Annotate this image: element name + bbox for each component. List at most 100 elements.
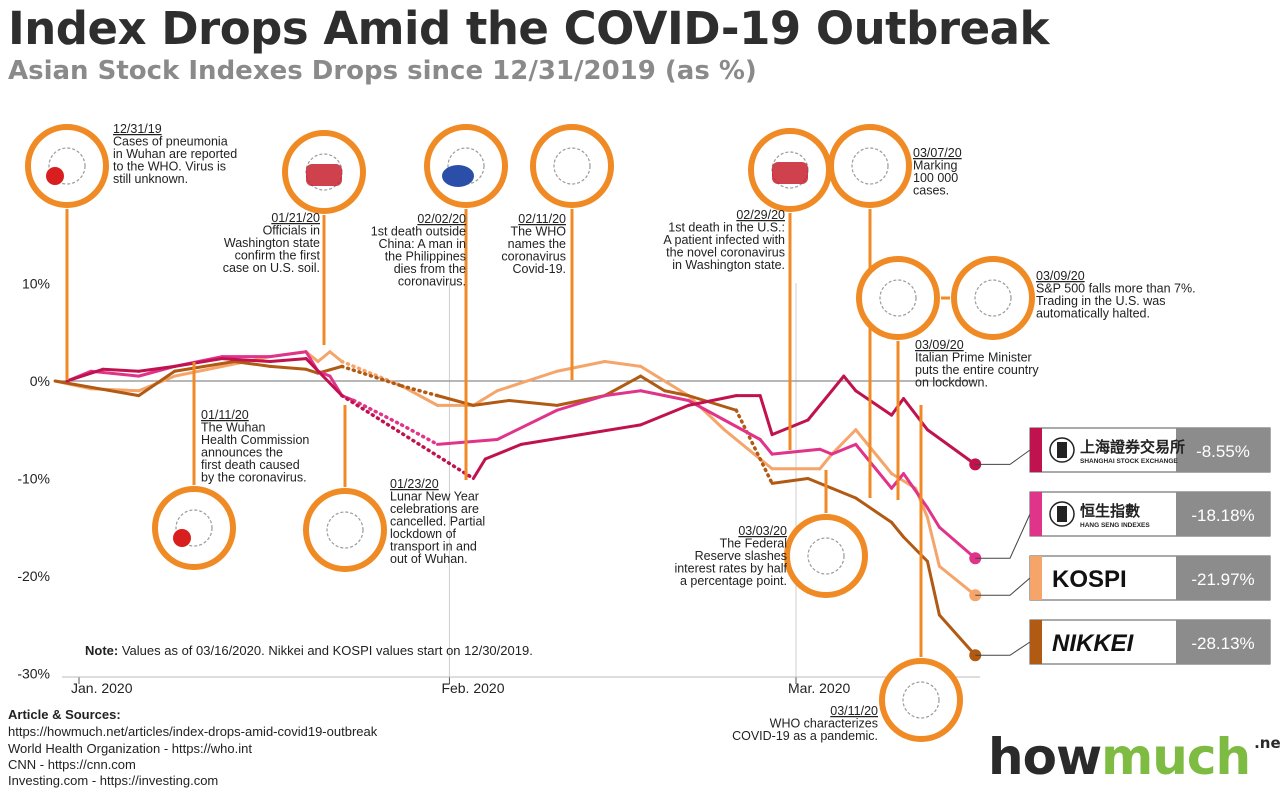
annotation-text: 03/03/20 The Federal Reserve slashes intere…	[674, 524, 787, 588]
event-annotation: 03/11/20 WHO characterizes COVID-19 as a p…	[732, 405, 963, 743]
series-line-segment	[173, 364, 224, 378]
series-line-segment	[639, 364, 690, 398]
event-annotation: 12/31/19 Cases of pneumonia in Wuhan are r…	[25, 122, 237, 380]
series-line-segment	[603, 389, 643, 398]
annotation-date: 12/31/19	[113, 122, 162, 136]
series-line-segment	[555, 394, 607, 412]
annotation-line: cancelled. Partial	[390, 515, 485, 529]
annotation-line: Italian Prime Minister	[915, 351, 1032, 365]
annotation-line: a percentage point.	[680, 574, 787, 588]
legend-value: -28.13%	[1191, 634, 1254, 653]
annotation-line: Lunar New Year	[390, 490, 479, 504]
series-line-segment	[770, 477, 810, 485]
annotation-line: coronavirus	[501, 250, 566, 264]
logo-much: much	[1101, 728, 1251, 786]
federal-reserve-icon-glyph	[807, 537, 845, 575]
annotation-line: Covid-19.	[513, 262, 567, 276]
annotation-line: transport in and	[390, 540, 477, 554]
series-line-segment	[830, 442, 858, 456]
legend-native-name: 恒生指數	[1080, 502, 1140, 520]
index-emblem-icon	[1049, 437, 1075, 463]
virus-cluster-icon	[828, 124, 912, 208]
annotation-line: cases.	[913, 184, 949, 198]
x-tick-label: Jan. 2020	[71, 680, 133, 696]
series-line-segment	[663, 389, 690, 398]
series-line-segment	[328, 350, 344, 363]
china-map-doctor-icon-flag-dot	[46, 167, 64, 185]
annotation-text: 02/11/20 The WHO names the coronavirus Covid…	[501, 212, 566, 276]
annotation-line: still unknown.	[113, 172, 188, 186]
series-line-segment	[340, 393, 476, 481]
event-annotation: 03/09/20 S&P 500 falls more than 7%. Tradi…	[941, 256, 1196, 340]
annotation-text: 02/29/20 1st death in the U.S.: A patient …	[663, 208, 785, 272]
annotation-line: to the WHO. Virus is	[113, 160, 226, 174]
series-line-segment	[399, 423, 440, 447]
legend-entry-hang-seng-indexes: -18.18% 恒生指數 HANG SENG INDEXES	[975, 491, 1271, 559]
series-line-segment	[925, 428, 977, 466]
annotation-date: 03/11/20	[830, 704, 878, 718]
annotation-text: 01/21/20 Officials in Washington state conf…	[223, 211, 321, 275]
series-line-segment	[830, 486, 858, 500]
annotation-line: coronavirus.	[398, 275, 466, 289]
series-line-segment	[663, 394, 690, 402]
source-line: Investing.com - https://investing.com	[8, 773, 219, 788]
annotation-line: the Philippines	[385, 250, 466, 264]
series-line-segment	[471, 399, 511, 407]
legend-name: NIKKEI	[1052, 630, 1135, 657]
annotation-line: out of Wuhan.	[390, 552, 468, 566]
legend-value-bg	[1176, 492, 1270, 536]
who-covid-icon	[530, 124, 614, 208]
annotation-date: 02/29/20	[736, 208, 785, 222]
event-annotation: 02/29/20 1st death in the U.S.: A patient …	[663, 128, 832, 450]
series-line-segment	[902, 535, 929, 563]
series-line-segment	[579, 423, 643, 437]
series-line-segment	[639, 374, 667, 393]
annotation-date: 03/07/20	[913, 146, 962, 160]
legend-value: -8.55%	[1196, 442, 1250, 461]
series-line-segment	[937, 525, 977, 560]
legend-value-bg	[1176, 620, 1270, 664]
series-line-segment	[925, 559, 941, 617]
series-line-segment	[758, 394, 774, 437]
series-line-segment	[220, 357, 272, 363]
annotation-text: 03/09/20 S&P 500 falls more than 7%. Tradi…	[1036, 269, 1196, 321]
annotation-line: first death caused	[201, 458, 300, 472]
legend-english-name: SHANGHAI STOCK EXCHANGE	[1080, 458, 1178, 465]
series-line-segment	[304, 367, 320, 375]
hubei-map-icon-flag-dot	[173, 529, 191, 547]
series-line-segment	[854, 442, 894, 490]
annotation-line: dies from the	[394, 262, 466, 276]
annotation-line: The WHO	[510, 225, 566, 239]
annotation-date: 03/03/20	[738, 524, 787, 538]
logo-net: .net	[1254, 734, 1280, 752]
legend-name: KOSPI	[1052, 566, 1127, 593]
series-line-segment	[937, 564, 977, 597]
federal-reserve-icon	[784, 514, 868, 598]
annotation-line: in Washington state.	[672, 258, 785, 272]
china-map-doctor-icon	[25, 124, 109, 208]
annotation-line: Washington state	[224, 236, 320, 250]
sp500-crash-icon-glyph	[974, 279, 1012, 317]
series-line-segment	[352, 398, 404, 427]
philippines-flag-icon-glyph	[447, 147, 485, 185]
annotation-line: Health Commission	[201, 433, 309, 447]
series-line-segment	[268, 350, 308, 359]
series-line-segment	[830, 428, 858, 456]
annotation-line: names the	[508, 237, 566, 251]
annotation-line: The Wuhan	[201, 421, 265, 435]
dragon-icon	[303, 488, 387, 572]
event-annotation: 03/07/20 Marking 100 000 cases.	[828, 124, 962, 498]
annotation-line: S&P 500 falls more than 7%.	[1036, 282, 1196, 296]
event-annotation: 02/02/20 1st death outside China: A man in…	[371, 124, 508, 480]
y-tick-label: -20%	[17, 568, 50, 584]
series-line-segment	[519, 433, 583, 446]
series-line-segment	[639, 389, 667, 398]
annotation-line: automatically halted.	[1036, 307, 1150, 321]
howmuch-logo[interactable]: howmuch.net	[988, 728, 1280, 786]
italy-map-lock-icon	[856, 256, 940, 340]
annotation-line: Cases of pneumonia	[113, 135, 228, 149]
annotation-line: Trading in the U.S. was	[1036, 294, 1165, 308]
event-annotation: 03/09/20 Italian Prime Minister puts the e…	[856, 256, 1039, 500]
legend-native-name: 上海證券交易所	[1080, 438, 1185, 456]
